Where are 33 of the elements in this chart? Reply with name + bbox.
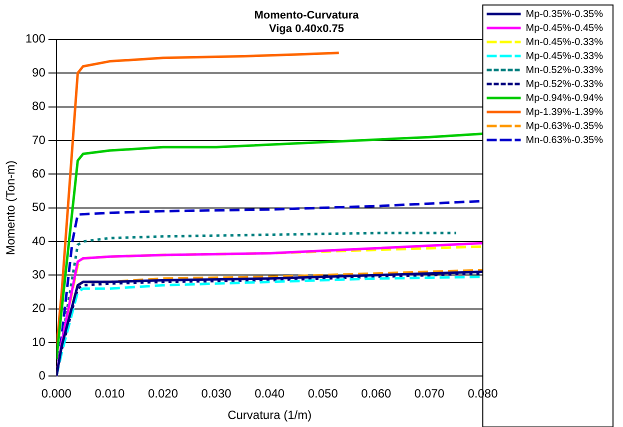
legend-label: Mp-0.45%-0.45% [526, 22, 604, 34]
y-tick-label: 20 [32, 301, 46, 316]
y-tick-label: 30 [32, 267, 46, 282]
legend-label: Mn-0.52%-0.33% [526, 64, 604, 76]
legend-label: Mp-0.35%-0.35% [526, 8, 604, 20]
y-tick-label: 100 [25, 32, 46, 46]
y-tick-label: 70 [32, 132, 46, 147]
chart-title: Momento-Curvatura [254, 10, 360, 22]
legend-label: Mn-0.45%-0.33% [526, 36, 604, 48]
legend-label: Mp-1.39%-1.39% [526, 106, 604, 118]
y-tick-label: 50 [32, 200, 46, 214]
legend-label: Mp-0.94%-0.94% [526, 92, 604, 104]
legend-label: Mn-0.63%-0.35% [526, 134, 604, 146]
y-tick-label: 40 [32, 234, 46, 248]
legend-label: Mp-0.63%-0.35% [526, 120, 604, 132]
x-tick-label: 0.010 [94, 386, 126, 401]
y-tick-label: 0 [38, 368, 46, 383]
x-tick-label: 0.030 [201, 386, 232, 401]
legend-label: Mp-0.52%-0.33% [526, 78, 604, 90]
x-tick-label: 0.060 [361, 386, 392, 401]
x-tick-label: 0.040 [254, 386, 285, 401]
x-axis-title: Curvatura (1/m) [228, 408, 312, 422]
y-tick-label: 80 [32, 99, 46, 114]
legend-label: Mp-0.45%-0.33% [526, 50, 604, 62]
y-tick-label: 10 [32, 334, 46, 349]
x-tick-label: 0.070 [414, 386, 445, 401]
x-tick-label: 0.050 [308, 386, 338, 401]
x-tick-label: 0.020 [148, 386, 178, 401]
y-axis-title: Momento (Ton-m) [4, 160, 18, 256]
y-tick-label: 90 [32, 65, 46, 80]
y-tick-label: 60 [32, 166, 46, 180]
x-tick-label: 0.000 [41, 386, 72, 401]
chart-subtitle: Viga 0.40x0.75 [268, 22, 344, 35]
